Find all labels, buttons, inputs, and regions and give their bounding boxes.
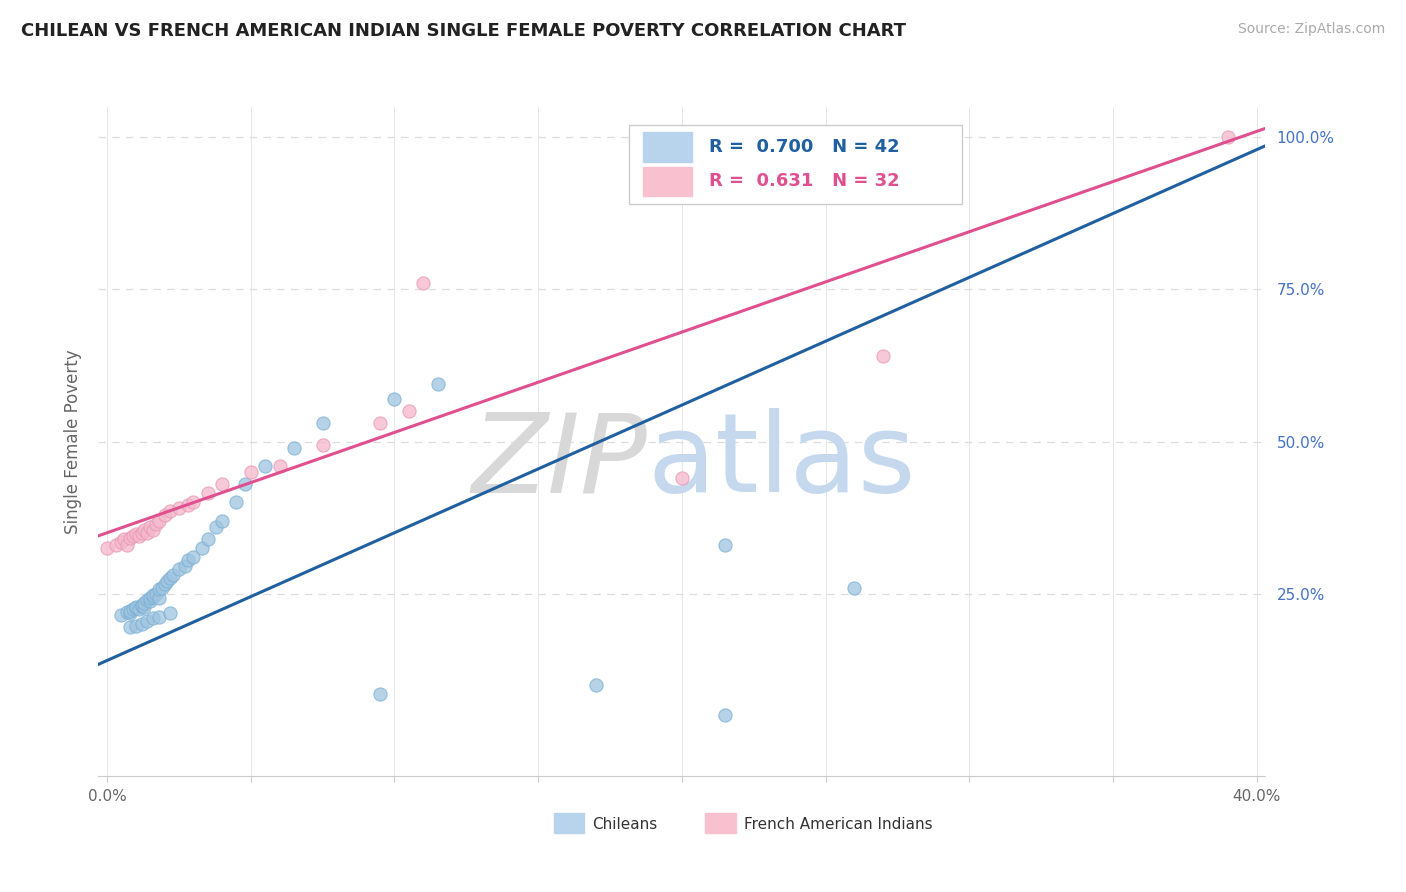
Point bbox=[142, 588, 165, 602]
Point bbox=[311, 417, 333, 431]
Point bbox=[128, 529, 150, 543]
Point bbox=[211, 477, 233, 491]
Bar bbox=[706, 813, 735, 833]
Point bbox=[412, 277, 434, 291]
Point bbox=[104, 538, 127, 552]
Point bbox=[176, 553, 198, 567]
Point bbox=[156, 574, 179, 589]
Point bbox=[115, 538, 138, 552]
Point bbox=[122, 602, 145, 616]
Point bbox=[125, 599, 148, 614]
Point bbox=[176, 499, 198, 513]
Point bbox=[714, 538, 737, 552]
Point bbox=[197, 486, 219, 500]
Point bbox=[368, 417, 391, 431]
Point bbox=[181, 550, 204, 565]
Point bbox=[191, 541, 214, 555]
Point bbox=[585, 678, 607, 692]
Point bbox=[145, 586, 167, 600]
Point bbox=[233, 477, 256, 491]
Point bbox=[142, 590, 165, 604]
Point bbox=[139, 594, 162, 608]
Point bbox=[118, 606, 141, 620]
Point bbox=[131, 525, 153, 540]
Point bbox=[131, 617, 153, 632]
Point bbox=[118, 604, 141, 618]
Point bbox=[153, 508, 176, 522]
Point bbox=[139, 591, 162, 606]
Point bbox=[148, 582, 170, 596]
Point bbox=[131, 598, 153, 612]
Point bbox=[173, 559, 195, 574]
Point bbox=[150, 581, 173, 595]
Text: CHILEAN VS FRENCH AMERICAN INDIAN SINGLE FEMALE POVERTY CORRELATION CHART: CHILEAN VS FRENCH AMERICAN INDIAN SINGLE… bbox=[21, 22, 905, 40]
Point bbox=[153, 577, 176, 591]
Point bbox=[134, 596, 156, 610]
Point bbox=[167, 501, 190, 516]
Point bbox=[148, 514, 170, 528]
Point bbox=[115, 605, 138, 619]
Text: R =  0.631   N = 32: R = 0.631 N = 32 bbox=[709, 172, 900, 190]
Point bbox=[148, 609, 170, 624]
Point bbox=[148, 591, 170, 606]
FancyBboxPatch shape bbox=[630, 125, 962, 204]
Text: ZIP: ZIP bbox=[471, 409, 647, 515]
Point bbox=[254, 458, 277, 473]
Bar bbox=[644, 167, 692, 196]
Point bbox=[197, 532, 219, 546]
Point bbox=[122, 529, 145, 543]
Point bbox=[181, 495, 204, 509]
Point bbox=[384, 392, 406, 406]
Point bbox=[128, 601, 150, 615]
Point bbox=[125, 527, 148, 541]
Point bbox=[159, 606, 181, 620]
Point bbox=[131, 599, 153, 613]
Point bbox=[134, 523, 156, 537]
Point bbox=[145, 516, 167, 531]
Point bbox=[118, 620, 141, 634]
Point bbox=[136, 592, 159, 607]
Point bbox=[872, 350, 894, 364]
Point bbox=[162, 568, 184, 582]
Point bbox=[96, 541, 118, 555]
Point bbox=[844, 581, 866, 595]
Bar bbox=[554, 813, 583, 833]
Point bbox=[426, 376, 449, 391]
Point bbox=[368, 687, 391, 701]
Point bbox=[225, 495, 247, 509]
Point bbox=[139, 519, 162, 533]
Point bbox=[110, 534, 132, 549]
Text: French American Indians: French American Indians bbox=[744, 817, 932, 831]
Point bbox=[714, 708, 737, 723]
Point bbox=[142, 523, 165, 537]
Point bbox=[125, 619, 148, 633]
Point bbox=[205, 519, 228, 533]
Point bbox=[283, 441, 305, 455]
Point bbox=[211, 514, 233, 528]
Point bbox=[136, 525, 159, 540]
Point bbox=[311, 437, 333, 451]
Point bbox=[671, 471, 693, 485]
Bar bbox=[644, 132, 692, 162]
Point bbox=[118, 531, 141, 545]
Y-axis label: Single Female Poverty: Single Female Poverty bbox=[65, 350, 83, 533]
Point bbox=[142, 611, 165, 625]
Text: Chileans: Chileans bbox=[592, 817, 657, 831]
Point bbox=[112, 532, 135, 546]
Point bbox=[167, 562, 190, 576]
Point bbox=[134, 599, 156, 614]
Text: atlas: atlas bbox=[647, 409, 915, 515]
Text: Source: ZipAtlas.com: Source: ZipAtlas.com bbox=[1237, 22, 1385, 37]
Point bbox=[239, 465, 262, 479]
Point bbox=[159, 571, 181, 585]
Point bbox=[159, 504, 181, 518]
Point bbox=[125, 601, 148, 615]
Text: R =  0.700   N = 42: R = 0.700 N = 42 bbox=[709, 138, 900, 156]
Point bbox=[136, 614, 159, 628]
Point bbox=[269, 458, 291, 473]
Point bbox=[110, 607, 132, 622]
Point bbox=[1216, 130, 1239, 145]
Point bbox=[398, 404, 420, 418]
